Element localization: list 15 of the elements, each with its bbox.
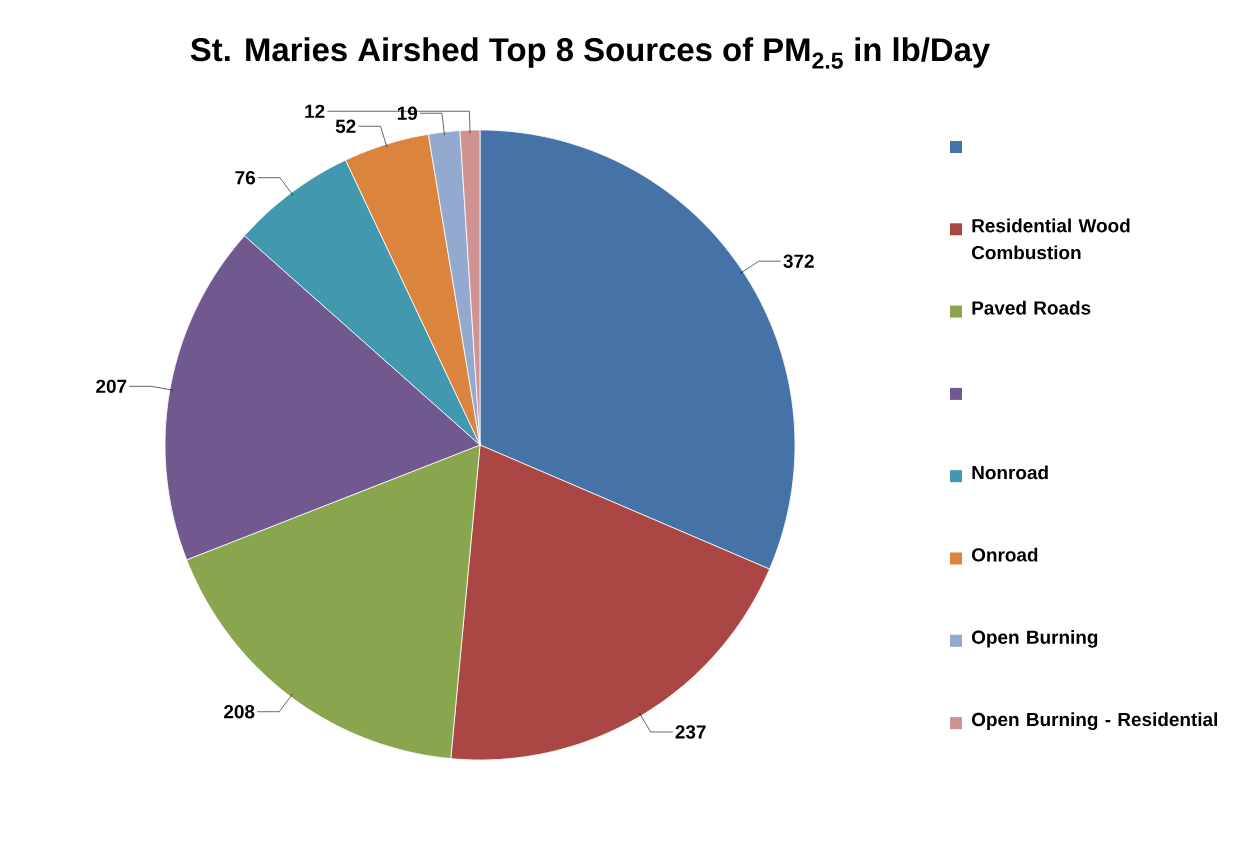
legend-label: Residential Wood Combustion — [971, 218, 1130, 260]
legend-label: Onroad — [971, 547, 1038, 562]
data-label: 207 — [96, 379, 127, 394]
data-label: 372 — [783, 254, 814, 268]
legend-label: Paved Roads — [972, 300, 1091, 315]
data-label: 19 — [397, 106, 418, 120]
chart-title: St. Maries Airshed Top 8 Sources of PM$_{2.5}$ in lb/Day — [190, 37, 990, 69]
legend-label: Nonroad — [972, 465, 1048, 480]
data-label: 237 — [675, 725, 706, 739]
data-label: 76 — [235, 171, 256, 185]
data-label: 12 — [305, 104, 325, 118]
legend-label: Open Burning - Residential — [971, 712, 1217, 731]
data-label: 208 — [224, 705, 255, 719]
data-label: 52 — [335, 119, 356, 133]
legend-label: Open Burning — [971, 629, 1098, 648]
